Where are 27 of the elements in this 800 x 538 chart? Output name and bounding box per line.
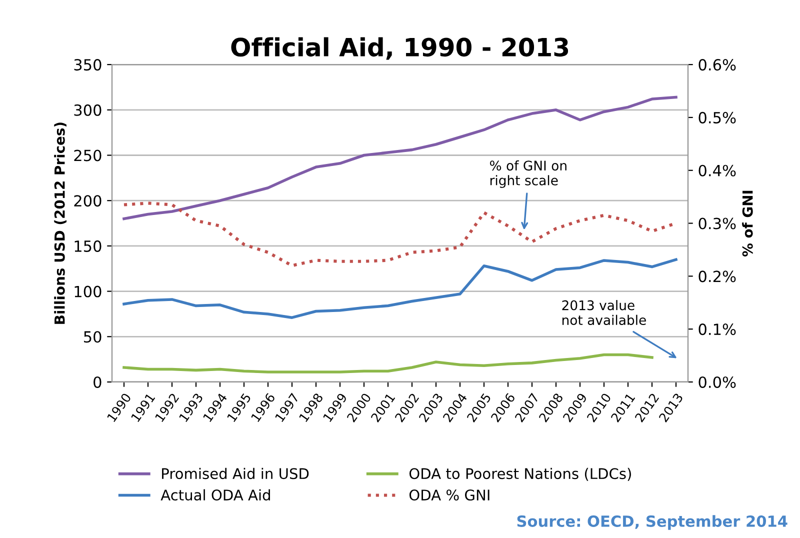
y-tick-label: 250 — [74, 150, 102, 162]
y-tick-label: 50 — [84, 331, 102, 343]
annotation: 2013 value not available — [562, 300, 646, 326]
legend-label: ODA to Poorest Nations (LDCs) — [409, 468, 631, 481]
y2-tick-label: 0.3% — [698, 218, 736, 230]
y2-tick-label: 0.2% — [698, 270, 736, 282]
legend-label: Actual ODA Aid — [160, 489, 270, 501]
y-tick-label: 0 — [94, 376, 102, 388]
y2-tick-label: 0.4% — [698, 164, 736, 176]
y2-axis-title: % of GNI — [742, 190, 753, 257]
y2-tick-label: 0.1% — [698, 324, 736, 336]
chart-title: Official Aid, 1990 - 2013 — [231, 37, 568, 60]
y-tick-label: 150 — [74, 240, 102, 252]
y2-tick-label: 0.0% — [698, 376, 736, 388]
y-axis-title: Billions USD (2012 Prices) — [54, 122, 67, 324]
legend-label: ODA % GNI — [409, 490, 490, 501]
annotation: % of GNI on right scale — [490, 160, 566, 188]
y2-tick-label: 0.5% — [698, 112, 736, 124]
line-series — [122, 96, 678, 220]
source-note: Source: OECD, September 2014 — [517, 515, 788, 530]
y-tick-label: 200 — [74, 195, 102, 207]
line-series — [122, 353, 654, 374]
y2-tick-label: 0.6% — [698, 59, 736, 71]
y-tick-label: 300 — [74, 104, 102, 116]
y-tick-label: 100 — [74, 286, 102, 298]
legend-label: Promised Aid in USD — [162, 468, 309, 480]
y-tick-label: 350 — [74, 59, 102, 71]
